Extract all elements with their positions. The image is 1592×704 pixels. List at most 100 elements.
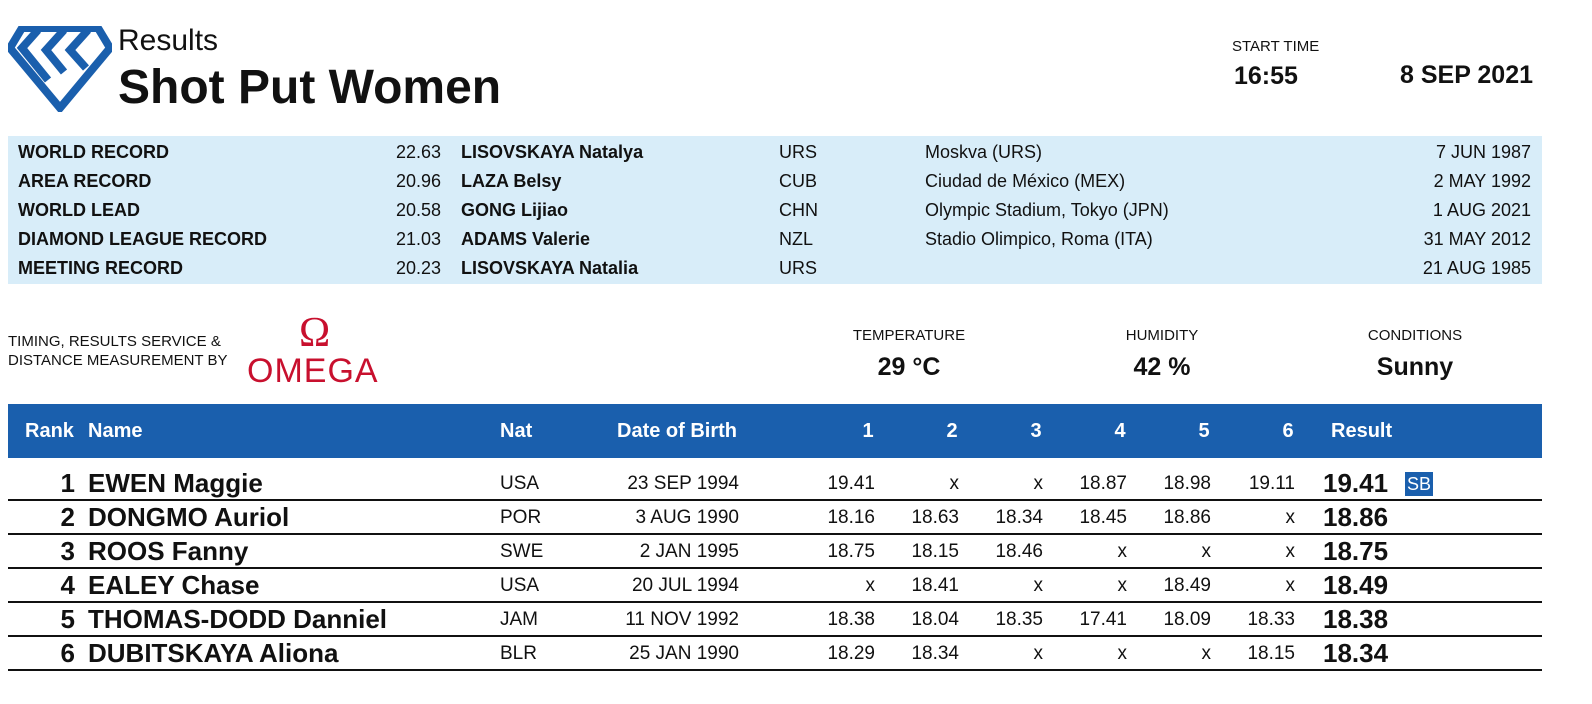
record-mark: 22.63 <box>395 142 441 162</box>
attempt: 18.86 <box>1163 507 1211 528</box>
record-date: 21 AUG 1985 <box>1422 258 1531 278</box>
athlete-name: EWEN Maggie <box>88 468 263 498</box>
result: 18.34 <box>1323 638 1389 668</box>
column-header: 4 <box>1114 420 1126 442</box>
timing-line: TIMING, RESULTS SERVICE & <box>8 333 221 350</box>
condition-label: TEMPERATURE <box>852 327 966 344</box>
attempt: x <box>1033 575 1044 596</box>
attempt: 18.15 <box>911 541 959 562</box>
attempt: 17.41 <box>1079 609 1127 630</box>
column-header: 6 <box>1282 420 1294 442</box>
record-name: LAZA Belsy <box>461 171 562 191</box>
omega-logo: OMEGA <box>247 352 379 390</box>
result: 19.41 <box>1323 468 1389 498</box>
attempt: x <box>1033 643 1044 664</box>
column-header: 2 <box>946 420 958 442</box>
title: Shot Put Women <box>118 61 502 114</box>
record-date: 2 MAY 1992 <box>1433 171 1531 191</box>
column-header: Date of Birth <box>617 420 737 442</box>
table-header <box>8 404 1542 458</box>
attempt: x <box>1201 541 1212 562</box>
record-name: ADAMS Valerie <box>461 229 591 249</box>
record-name: LISOVSKAYA Natalya <box>461 142 644 162</box>
attempt: 18.35 <box>995 609 1043 630</box>
record-venue: Moskva (URS) <box>925 142 1043 162</box>
rank: 2 <box>60 502 75 532</box>
record-venue: Ciudad de México (MEX) <box>925 171 1126 191</box>
column-header: Rank <box>25 420 74 442</box>
attempt: 18.29 <box>827 643 875 664</box>
record-venue: Stadio Olimpico, Roma (ITA) <box>925 229 1153 249</box>
condition-value: 42 % <box>1133 353 1191 381</box>
record-label: AREA RECORD <box>18 171 152 191</box>
subtitle: Results <box>118 24 219 57</box>
attempt: 18.16 <box>827 507 875 528</box>
row-line <box>8 601 1542 603</box>
note-badge: SB <box>1405 472 1434 496</box>
attempt: 18.98 <box>1163 473 1211 494</box>
attempt: 19.11 <box>1248 473 1295 494</box>
date: 8 SEP 2021 <box>1400 61 1533 89</box>
attempt: x <box>1117 575 1128 596</box>
column-header: Result <box>1331 420 1393 442</box>
condition-label: HUMIDITY <box>1125 327 1199 344</box>
nat: POR <box>500 507 542 528</box>
attempt: 18.45 <box>1079 507 1127 528</box>
athlete-name: EALEY Chase <box>88 570 260 600</box>
column-header: 5 <box>1198 420 1210 442</box>
record-nat: URS <box>779 258 818 278</box>
row-line <box>8 567 1542 569</box>
attempt: x <box>1033 473 1044 494</box>
record-nat: CHN <box>779 200 818 220</box>
records-box <box>8 136 1542 284</box>
record-nat: NZL <box>779 229 814 249</box>
nat: JAM <box>500 609 538 630</box>
attempt: x <box>1117 541 1128 562</box>
attempt: 18.41 <box>911 575 959 596</box>
record-venue: Olympic Stadium, Tokyo (JPN) <box>925 200 1169 220</box>
attempt: 18.63 <box>911 507 959 528</box>
attempt: x <box>1117 643 1128 664</box>
rank: 4 <box>60 570 75 600</box>
attempt: 18.15 <box>1247 643 1295 664</box>
dob: 23 SEP 1994 <box>627 473 739 494</box>
attempt: 18.04 <box>911 609 959 630</box>
start-time-label: START TIME <box>1232 38 1320 55</box>
rank: 1 <box>60 468 75 498</box>
column-header: Name <box>88 420 143 442</box>
dob: 3 AUG 1990 <box>635 507 739 528</box>
record-mark: 20.96 <box>395 171 441 191</box>
attempt: 18.34 <box>911 643 959 664</box>
record-date: 7 JUN 1987 <box>1435 142 1531 162</box>
athlete-name: DONGMO Auriol <box>88 502 290 532</box>
omega-symbol: Ω <box>299 310 331 356</box>
result: 18.38 <box>1323 604 1389 634</box>
row-line <box>8 533 1542 535</box>
start-time: 16:55 <box>1234 62 1298 90</box>
column-header: 1 <box>862 420 874 442</box>
attempt: x <box>865 575 876 596</box>
attempt: 18.38 <box>827 609 875 630</box>
row-line <box>8 499 1542 501</box>
nat: SWE <box>500 541 544 562</box>
dob: 20 JUL 1994 <box>631 575 739 596</box>
record-date: 31 MAY 2012 <box>1423 229 1531 249</box>
rank: 3 <box>60 536 75 566</box>
attempt: 18.49 <box>1163 575 1211 596</box>
diamond-logo <box>8 26 112 112</box>
record-label: WORLD LEAD <box>18 200 140 220</box>
attempt: 19.41 <box>827 473 875 494</box>
nat: USA <box>500 575 540 596</box>
record-nat: URS <box>779 142 818 162</box>
attempt: x <box>1285 541 1296 562</box>
column-header: Nat <box>500 420 533 442</box>
record-name: GONG Lijiao <box>461 200 569 220</box>
column-header: 3 <box>1030 420 1042 442</box>
condition-value: Sunny <box>1376 353 1454 381</box>
rank: 6 <box>60 638 75 668</box>
dob: 2 JAN 1995 <box>639 541 739 562</box>
result: 18.49 <box>1323 570 1389 600</box>
record-label: DIAMOND LEAGUE RECORD <box>18 229 268 249</box>
record-name: LISOVSKAYA Natalia <box>461 258 639 278</box>
athlete-name: ROOS Fanny <box>88 536 249 566</box>
